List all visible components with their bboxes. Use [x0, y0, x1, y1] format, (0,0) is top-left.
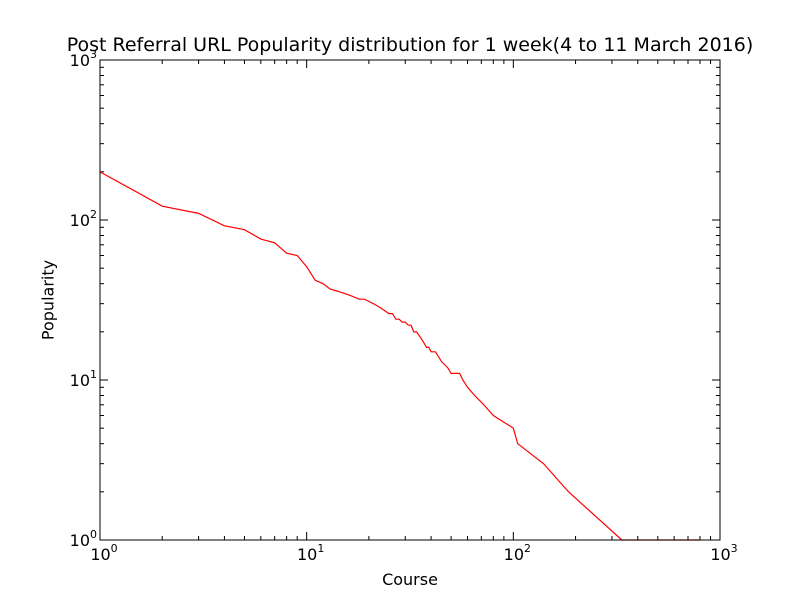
x-tick-label: 100 — [90, 542, 117, 564]
y-tick-label: 101 — [70, 368, 97, 390]
y-axis-label: Popularity — [38, 259, 58, 341]
ticks-layer: 100 101 102 103 100 101 102 103 — [70, 48, 738, 564]
y-tick-label: 102 — [70, 208, 97, 230]
x-tick-label: 103 — [710, 542, 737, 564]
y-tick-label: 100 — [70, 528, 97, 550]
x-tick-label: 102 — [504, 542, 531, 564]
x-axis-label: Course — [382, 570, 438, 589]
series-line — [99, 171, 700, 541]
chart-title: Post Referral URL Popularity distributio… — [66, 34, 754, 56]
plot-frame — [99, 59, 721, 541]
y-tick-label: 103 — [70, 48, 97, 70]
x-tick-label: 101 — [297, 542, 324, 564]
